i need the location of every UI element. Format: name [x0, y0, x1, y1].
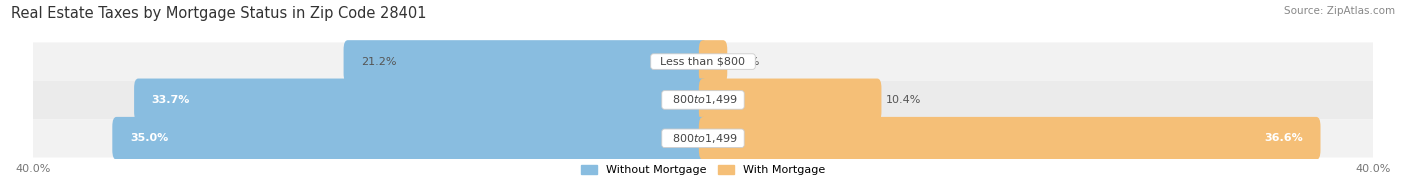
FancyBboxPatch shape [32, 81, 1374, 119]
Legend: Without Mortgage, With Mortgage: Without Mortgage, With Mortgage [581, 165, 825, 175]
FancyBboxPatch shape [134, 79, 707, 121]
Text: Real Estate Taxes by Mortgage Status in Zip Code 28401: Real Estate Taxes by Mortgage Status in … [11, 6, 427, 21]
FancyBboxPatch shape [32, 42, 1374, 81]
FancyBboxPatch shape [112, 117, 707, 160]
Text: Source: ZipAtlas.com: Source: ZipAtlas.com [1284, 6, 1395, 16]
FancyBboxPatch shape [699, 40, 727, 83]
Text: Less than $800: Less than $800 [654, 57, 752, 67]
Text: 10.4%: 10.4% [886, 95, 921, 105]
Text: $800 to $1,499: $800 to $1,499 [665, 132, 741, 145]
FancyBboxPatch shape [343, 40, 707, 83]
Text: 35.0%: 35.0% [129, 133, 169, 143]
Text: 36.6%: 36.6% [1264, 133, 1303, 143]
FancyBboxPatch shape [32, 119, 1374, 157]
FancyBboxPatch shape [699, 79, 882, 121]
Text: 1.2%: 1.2% [731, 57, 759, 67]
Text: 21.2%: 21.2% [361, 57, 396, 67]
Text: $800 to $1,499: $800 to $1,499 [665, 93, 741, 106]
FancyBboxPatch shape [699, 117, 1320, 160]
Text: 33.7%: 33.7% [152, 95, 190, 105]
